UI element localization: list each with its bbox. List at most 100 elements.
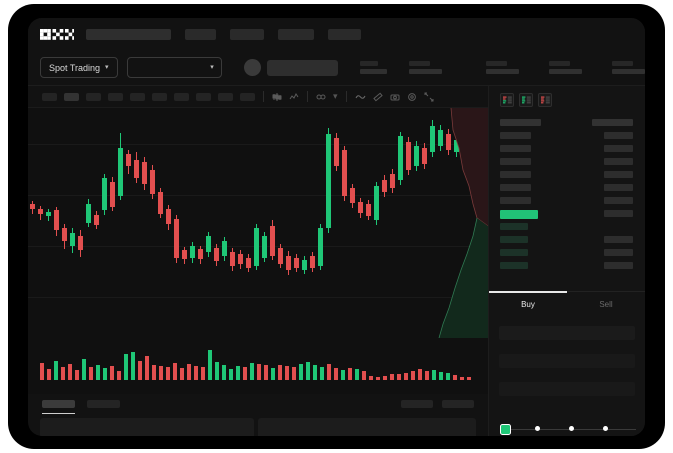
slider-stop-75[interactable] [603,425,609,431]
candle-body [422,148,427,164]
orderbook-amount-cell [604,236,633,243]
orderbook-row-bid[interactable] [489,246,645,259]
ruler-icon[interactable] [372,92,383,102]
wave-icon[interactable] [355,92,366,102]
orderbook-row-spread[interactable] [489,207,645,220]
bottom-action-2[interactable] [442,400,474,408]
candle-body [294,258,299,268]
timeframe-button-3[interactable] [86,92,101,101]
candle-body [46,212,51,216]
timeframe-button-9[interactable] [218,92,233,101]
orderbook-row-ask[interactable] [489,155,645,168]
volume-bar [187,364,191,380]
orderbook-mode-both[interactable] [500,93,514,107]
volume-bar [460,377,464,380]
orderbook-mode-bids[interactable] [519,93,533,107]
orderbook-row-ask[interactable] [489,129,645,142]
nav-search[interactable] [86,28,171,40]
candle-body [118,148,123,196]
volume-bar [194,366,198,380]
orderbook-row-ask[interactable] [489,194,645,207]
bottom-action-1[interactable] [401,400,433,408]
slider-stop-50[interactable] [569,425,575,431]
orderbook-price-cell [500,145,531,152]
stat-value [409,69,442,74]
orderbook-row-ask[interactable] [489,168,645,181]
slider-stop-25[interactable] [535,425,541,431]
volume-bar [404,373,408,380]
order-price-field[interactable] [499,354,635,368]
timeframe-button-8[interactable] [196,92,211,101]
timeframe-button-5[interactable] [130,92,145,101]
volume-bar [180,368,184,380]
orderbook-rows [489,113,645,272]
trading-pair-select[interactable]: ▾ [126,57,222,78]
toolbar-divider [307,91,308,102]
candle-body [78,236,83,250]
candle-body [102,178,107,210]
camera-icon[interactable] [390,92,400,102]
volume-bar [110,366,114,380]
chart-toolbar: ▾ [28,86,488,108]
chart-gridline [28,144,488,145]
nav-item-2[interactable] [230,28,264,40]
candle-body [366,204,371,216]
candle-body [206,236,211,252]
volume-bar [103,368,107,380]
timeframe-button-10[interactable] [240,92,255,101]
candlestick-icon[interactable] [272,92,282,102]
pair-coin-icon [243,59,261,76]
okx-logo[interactable] [40,28,74,41]
stat-2 [409,61,442,74]
candle-body [270,226,275,256]
tab-sell[interactable]: Sell [567,292,645,317]
order-type-field[interactable] [499,326,635,340]
bottom-panel-left[interactable] [40,418,254,436]
trading-mode-selector[interactable]: Spot Trading ▾ [40,57,118,78]
orderbook-row-ask[interactable] [489,181,645,194]
bottom-tab-1[interactable] [42,400,75,414]
indicator-icon[interactable] [316,92,326,102]
timeframe-button-4[interactable] [108,92,123,101]
order-amount-field[interactable] [499,382,635,396]
orderbook-mode-asks[interactable] [538,93,552,107]
orderbook-row-bid[interactable] [489,259,645,272]
orderbook-row-bid[interactable] [489,220,645,233]
stat-value [612,69,645,74]
candle-body [446,134,451,150]
timeframe-button-7[interactable] [174,92,189,101]
fullscreen-icon[interactable] [424,92,434,102]
volume-bar [446,373,450,380]
volume-bar [75,370,79,380]
candle-body [302,260,307,270]
candle-body [246,258,251,268]
volume-bar [82,359,86,380]
volume-bar [285,366,289,380]
orderbook-price-cell [500,249,528,256]
line-chart-icon[interactable] [289,92,299,102]
orderbook-row-ask[interactable] [489,142,645,155]
orderbook-price-cell [500,171,531,178]
timeframe-button-2[interactable] [64,92,79,101]
bottom-tab-2[interactable] [87,400,120,408]
orderbook-row-header[interactable] [489,116,645,129]
timeframe-button-6[interactable] [152,92,167,101]
volume-bar [425,371,429,380]
stat-3 [486,61,519,74]
orderbook-amount-cell [604,249,633,256]
settings-icon[interactable] [407,92,417,102]
nav-item-1[interactable] [185,28,216,40]
stat-value [486,69,519,74]
candle-body [54,210,59,230]
slider-handle[interactable] [500,424,511,435]
nav-item-3[interactable] [278,28,314,40]
tab-buy[interactable]: Buy [489,291,567,317]
price-chart[interactable] [28,108,488,338]
bottom-panel-right[interactable] [257,418,476,436]
timeframe-button-1[interactable] [42,92,57,101]
order-amount-slider[interactable] [500,424,636,436]
toolbar-divider [263,91,264,102]
chevron-down-icon[interactable]: ▾ [333,91,338,101]
orderbook-row-bid[interactable] [489,233,645,246]
nav-item-4[interactable] [328,28,361,40]
